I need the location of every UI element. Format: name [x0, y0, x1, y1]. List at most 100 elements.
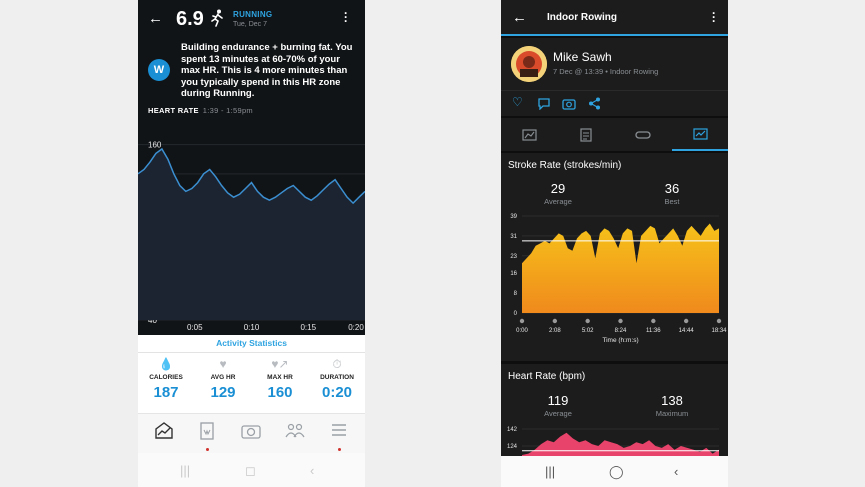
insight-logo-icon: W — [148, 59, 170, 81]
back-arrow-icon[interactable]: ← — [148, 10, 163, 27]
right-phone-screen: ← Indoor Rowing · · · Mike Sawh 7 Dec @ 13… — [501, 0, 728, 487]
profile-name: Mike Sawh — [553, 50, 612, 64]
page-title: Indoor Rowing — [547, 12, 617, 23]
loop-icon — [635, 130, 651, 139]
stat-max-hr: ♥↗ MAX HR 160 — [252, 357, 308, 401]
metric-label: Average — [544, 197, 572, 206]
social-actions: ♡ — [501, 90, 728, 116]
x-tick-label: 0:10 — [244, 323, 260, 332]
y-tick-label: 142 — [507, 427, 518, 433]
heart-icon: ♥ — [219, 357, 227, 371]
card-title: Heart Rate (bpm) — [508, 371, 586, 382]
y-tick-label: 8 — [514, 291, 518, 297]
left-phone-screen: ← 6.9 RUNNING Tue, Dec 7 · · · W Building … — [138, 0, 365, 487]
detail-tabs — [501, 118, 728, 151]
card-title: Stroke Rate (strokes/min) — [508, 160, 622, 171]
metric-value: 29 — [550, 181, 566, 196]
tab-details[interactable] — [558, 118, 614, 151]
x-tick-label: 0:00 — [516, 328, 528, 334]
hr-area-fill — [138, 149, 365, 320]
x-axis-label: Time (h:m:s) — [602, 337, 638, 344]
back-icon[interactable]: ‹ — [674, 464, 679, 479]
x-tick-dot — [683, 318, 689, 324]
y-tick-label: 124 — [507, 444, 518, 450]
back-icon[interactable]: ‹ — [310, 463, 315, 478]
stroke-best: 36 Best — [637, 181, 707, 206]
clipboard-tab-icon[interactable] — [195, 420, 219, 440]
camera-tab-icon[interactable] — [239, 420, 263, 440]
x-tick-label: 2:08 — [549, 328, 561, 334]
avatar[interactable] — [511, 46, 547, 82]
x-tick-dot — [651, 318, 656, 324]
share-icon[interactable] — [588, 97, 601, 110]
image-chart-icon — [521, 128, 537, 141]
more-menu-icon[interactable]: · · · — [712, 6, 716, 28]
heart-rate-area — [522, 432, 719, 456]
back-arrow-icon[interactable]: ← — [512, 9, 527, 26]
x-tick-dot — [519, 318, 525, 324]
runner-icon — [211, 9, 223, 27]
stat-label: DURATION — [320, 374, 354, 381]
stroke-rate-area — [522, 223, 719, 313]
camera-icon[interactable] — [562, 97, 576, 110]
activity-header: ← Indoor Rowing · · · — [501, 0, 728, 36]
divider — [138, 352, 365, 353]
y-tick-label: 160 — [148, 141, 162, 150]
hr-average: 119 Average — [523, 393, 593, 418]
like-heart-icon[interactable]: ♡ — [512, 95, 523, 109]
heart-rate-heading: HEART RATE 1:39 - 1:59pm — [148, 106, 253, 115]
activity-statistics-link[interactable]: Activity Statistics — [216, 338, 287, 348]
x-tick-dot — [552, 318, 558, 324]
x-tick-label: 18:34 — [711, 328, 727, 334]
x-tick-label: 0:20 — [348, 323, 364, 332]
stopwatch-icon: ⏱ — [332, 357, 342, 371]
home-icon[interactable]: ◻ — [245, 463, 256, 478]
stat-label: MAX HR — [267, 374, 293, 381]
x-tick-label: 8:24 — [615, 328, 627, 334]
activity-statistics: Activity Statistics 💧 CALORIES 187 ♥ AVG… — [138, 335, 365, 413]
stat-calories: 💧 CALORIES 187 — [138, 357, 194, 401]
list-tab-icon[interactable] — [327, 420, 351, 440]
stat-label: CALORIES — [149, 374, 183, 381]
more-menu-icon[interactable]: · · · — [344, 6, 348, 28]
flame-icon: 💧 — [158, 357, 174, 371]
stroke-rate-chart[interactable]: 0 8 16 23 31 39 0:00 2:08 5:02 8:24 11:36 14:44 18:3… — [501, 211, 728, 351]
y-tick-label: 23 — [510, 254, 517, 260]
profile-subtitle: 7 Dec @ 13:39 • Indoor Rowing — [553, 67, 659, 76]
stat-avg-hr: ♥ AVG HR 129 — [195, 357, 251, 401]
recents-icon[interactable]: ||| — [545, 464, 556, 479]
activity-score: 6.9 — [176, 8, 204, 30]
hr-series-line — [138, 147, 365, 205]
notification-dot — [206, 448, 209, 451]
activity-type: RUNNING — [233, 10, 273, 19]
insight-text: Building endurance + burning fat. You sp… — [181, 42, 353, 100]
hr-maximum: 138 Maximum — [637, 393, 707, 418]
activity-date: Tue, Dec 7 — [233, 21, 267, 28]
people-tab-icon[interactable] — [283, 420, 307, 440]
heart-up-icon: ♥↗ — [271, 357, 289, 371]
recents-icon[interactable]: ||| — [180, 463, 191, 478]
stat-label: AVG HR — [210, 374, 236, 381]
x-tick-label: 5:02 — [582, 328, 594, 334]
system-nav-bar: ||| ◻ ‹ — [138, 453, 365, 487]
y-tick-label: 16 — [510, 271, 517, 277]
y-tick-label: 0 — [514, 311, 518, 317]
x-tick-label: 11:36 — [646, 328, 661, 334]
home-icon[interactable]: ◯ — [609, 464, 624, 479]
metric-value: 36 — [664, 181, 680, 196]
chart-tab-icon[interactable] — [152, 420, 176, 440]
stat-value: 187 — [153, 384, 179, 401]
heart-rate-chart[interactable]: 4060801001201401600:050:100:150:20 — [138, 125, 365, 335]
metric-label: Best — [664, 197, 680, 206]
y-tick-label: 31 — [510, 234, 517, 240]
tab-overview[interactable] — [501, 118, 557, 151]
stat-value: 0:20 — [321, 384, 353, 401]
metric-label: Maximum — [655, 409, 689, 418]
x-tick-dot — [585, 318, 590, 324]
heart-rate-mini-chart[interactable]: 124 142 — [501, 424, 728, 456]
metric-label: Average — [544, 409, 572, 418]
tab-charts[interactable] — [672, 118, 728, 151]
tab-laps[interactable] — [615, 118, 671, 151]
comment-icon[interactable] — [537, 97, 551, 110]
